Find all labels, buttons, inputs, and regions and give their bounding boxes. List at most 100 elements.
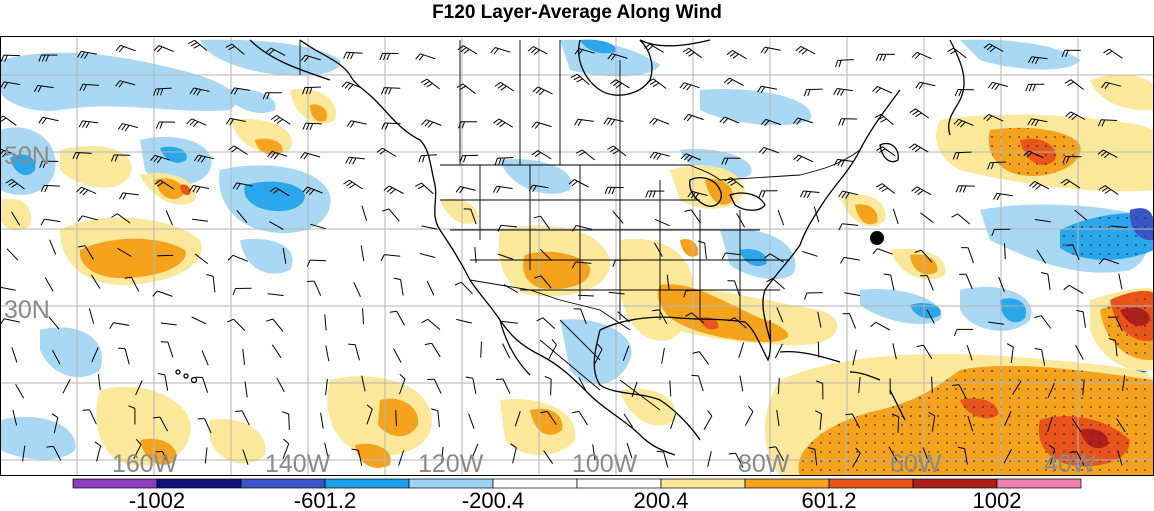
wind-barb: [1004, 410, 1012, 427]
wind-barb: [1048, 444, 1056, 465]
wind-barb: [727, 280, 741, 297]
wind-barb: [244, 381, 248, 398]
wind-barb: [1036, 249, 1047, 264]
wind-barb: [1004, 243, 1006, 260]
wind-barb: [951, 384, 967, 400]
wind-barb: [909, 108, 929, 119]
wind-barb: [189, 87, 210, 96]
wind-barb: [1108, 316, 1123, 332]
wind-barb: [51, 413, 59, 434]
colorbar-swatch: [492, 478, 578, 489]
wind-barb: [760, 118, 782, 127]
colorbar-swatch: [72, 478, 158, 489]
wind-barb: [1062, 156, 1082, 164]
wind-barb: [1069, 451, 1085, 467]
wind-barb: [952, 151, 972, 160]
wind-barb: [817, 311, 822, 328]
wind-barb: [951, 213, 971, 225]
wind-barb: [870, 321, 891, 331]
wind-barb: [266, 318, 284, 332]
wind-barb: [533, 215, 551, 230]
wind-barb: [1047, 382, 1055, 399]
colorbar-swatch: [660, 478, 746, 489]
wind-barb: [497, 224, 518, 232]
wind-barb: [454, 281, 473, 295]
wind-barb: [232, 182, 253, 190]
wind-barb: [194, 253, 209, 264]
wind-barb: [157, 373, 169, 391]
wind-barb: [967, 415, 974, 432]
wind-barb: [124, 276, 140, 292]
wind-barb: [419, 253, 436, 258]
wind-barb: [760, 46, 781, 54]
wind-barb: [966, 345, 973, 361]
wind-barb: [302, 122, 322, 131]
wind-barb: [993, 192, 1013, 201]
wind-barb: [325, 379, 328, 396]
wind-barb: [1098, 185, 1119, 195]
wind-barb: [353, 282, 361, 298]
wind-barb: [133, 438, 142, 460]
wind-barb: [575, 149, 596, 161]
wind-barb: [644, 43, 664, 53]
wind-barb: [282, 438, 290, 459]
wind-barb: [892, 343, 897, 360]
wind-barb: [1027, 118, 1048, 127]
wind-barb: [1025, 83, 1045, 92]
wind-barb: [495, 378, 511, 394]
wind-barb: [1075, 345, 1084, 360]
wind-barb: [840, 256, 860, 264]
wind-barb: [204, 447, 208, 464]
wind-barb: [953, 118, 974, 128]
colorbar-label-neg-601: -601.2: [294, 488, 356, 511]
wind-barb: [46, 445, 62, 461]
wind-barb: [802, 251, 818, 257]
wind-barb: [697, 240, 707, 259]
wind-barb: [165, 210, 173, 226]
wind-barb: [494, 81, 515, 92]
wind-barb: [858, 377, 861, 394]
wind-barb: [490, 47, 511, 55]
wind-barb: [684, 209, 701, 224]
wind-barb: [307, 280, 322, 296]
wind-barb: [607, 145, 627, 157]
wind-barb: [118, 347, 130, 365]
wind-barb: [574, 48, 595, 56]
wind-barb: [1060, 178, 1081, 189]
colorbar-swatch: [324, 478, 410, 489]
wind-barb: [571, 225, 592, 232]
wind-barb: [528, 184, 549, 192]
wind-barb: [39, 160, 59, 168]
wind-barb: [1023, 150, 1044, 159]
wind-barb: [1012, 380, 1022, 395]
wind-barb: [265, 47, 286, 56]
wind-barb: [983, 43, 1004, 53]
wind-barb: [608, 291, 625, 295]
wind-barb: [691, 374, 704, 392]
wind-barb: [282, 247, 287, 264]
wind-barb: [225, 117, 246, 126]
wind-barb: [152, 290, 173, 297]
wind-barb: [48, 316, 60, 330]
wind-barb: [764, 253, 784, 263]
wind-barb: [232, 287, 252, 296]
wind-barb: [687, 190, 708, 200]
wind-barb: [421, 225, 438, 230]
wind-barb: [76, 186, 97, 196]
colorbar: [72, 478, 1082, 489]
wind-barb: [926, 309, 935, 324]
wind-barb: [502, 343, 511, 359]
wind-barb: [458, 121, 478, 129]
wind-barb: [914, 249, 933, 263]
wind-barb: [192, 218, 208, 222]
wind-barb: [79, 83, 99, 92]
wind-barb: [154, 179, 174, 190]
wind-barb: [604, 186, 624, 195]
wind-barb: [228, 145, 248, 155]
wind-barb: [0, 286, 16, 291]
wind-barb: [300, 152, 321, 160]
wind-barb: [227, 254, 248, 262]
wind-barb: [1034, 219, 1051, 223]
wind-barb: [726, 49, 747, 60]
